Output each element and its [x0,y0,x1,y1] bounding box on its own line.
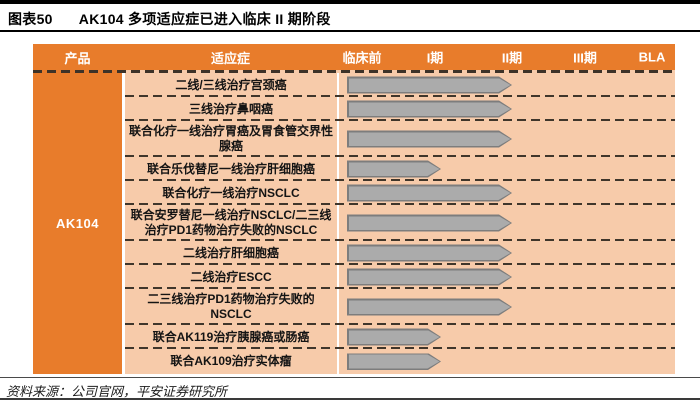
phase-track [339,265,675,289]
indication-label: 联合乐伐替尼一线治疗肝细胞癌 [125,157,339,181]
phase-track [339,241,675,265]
figure-title-text: AK104 多项适应症已进入临床 II 期阶段 [78,11,331,27]
table-row: 联合AK119治疗胰腺癌或肠癌 [125,325,675,349]
phase-progress-arrow [347,101,512,118]
arrow-fill [349,78,511,92]
indication-label: 三线治疗鼻咽癌 [125,97,339,121]
indication-label: 联合AK119治疗胰腺癌或肠癌 [125,325,339,349]
indication-label: 联合化疗一线治疗NSCLC [125,181,339,205]
table-row: 联合AK109治疗实体瘤 [125,349,675,374]
column-header-phase2: II期 [501,50,523,66]
pipeline-table: 产品 适应症 临床前 I期 II期 III期 BLA AK104 二线/三线治疗… [33,44,675,374]
table-body: AK104 二线/三线治疗宫颈癌 三线治疗鼻咽癌 联合化疗一线治疗胃癌及胃食管交… [33,73,675,374]
phase-progress-arrow [347,77,512,94]
column-header-product: 产品 [64,50,91,66]
indication-label: 二线治疗肝细胞癌 [125,241,339,265]
top-divider [0,0,700,4]
phase-progress-arrow [347,353,441,370]
phase-track [339,205,675,241]
phase-progress-arrow [347,161,441,178]
indication-label: 二线治疗ESCC [125,265,339,289]
figure-title: 图表50 AK104 多项适应症已进入临床 II 期阶段 [8,9,331,29]
header-dashed-divider [33,70,675,73]
table-header-row: 产品 适应症 临床前 I期 II期 III期 BLA [33,44,675,70]
indication-label: 二三线治疗PD1药物治疗失败的NSCLC [125,289,339,325]
arrow-fill [349,186,511,200]
phase-track [339,121,675,157]
column-header-indication: 适应症 [210,50,250,66]
arrow-fill [349,246,511,260]
phase-progress-arrow [347,299,512,316]
title-divider [0,30,700,32]
arrow-fill [349,102,511,116]
column-header-bla: BLA [638,49,666,65]
phase-progress-arrow [347,329,441,346]
arrow-fill [349,330,440,344]
phase-progress-arrow [347,245,512,262]
phase-progress-arrow [347,185,512,202]
phase-progress-arrow [347,131,512,148]
table-row: 二线治疗ESCC [125,265,675,289]
phase-track [339,289,675,325]
pipeline-rows: 二线/三线治疗宫颈癌 三线治疗鼻咽癌 联合化疗一线治疗胃癌及胃食管交界性腺癌 [122,73,675,374]
column-header-phase1: I期 [426,50,444,66]
figure-number: 图表50 [8,11,53,27]
bottom-divider [0,398,700,400]
column-header-preclinical: 临床前 [342,50,382,66]
table-row: 联合化疗一线治疗胃癌及胃食管交界性腺癌 [125,121,675,157]
indication-label: 二线/三线治疗宫颈癌 [125,73,339,97]
arrow-fill [349,132,511,146]
column-header-phase3: III期 [573,50,597,66]
table-row: 联合化疗一线治疗NSCLC [125,181,675,205]
table-row: 联合乐伐替尼一线治疗肝细胞癌 [125,157,675,181]
source-note: 资料来源：公司官网，平安证券研究所 [6,384,228,399]
phase-track [339,181,675,205]
table-row: 二线治疗肝细胞癌 [125,241,675,265]
footer-divider [0,377,700,378]
arrow-fill [349,216,511,230]
arrow-fill [349,300,511,314]
table-row: 二线/三线治疗宫颈癌 [125,73,675,97]
phase-track [339,325,675,349]
phase-track [339,157,675,181]
indication-label: 联合化疗一线治疗胃癌及胃食管交界性腺癌 [125,121,339,157]
phase-header-group: 临床前 I期 II期 III期 BLA [339,44,675,70]
phase-progress-arrow [347,269,512,286]
phase-track [339,97,675,121]
arrow-fill [349,270,511,284]
arrow-fill [349,355,440,369]
phase-track [339,349,675,374]
arrow-fill [349,162,440,176]
table-row: 三线治疗鼻咽癌 [125,97,675,121]
phase-progress-arrow [347,215,512,232]
table-row: 二三线治疗PD1药物治疗失败的NSCLC [125,289,675,325]
indication-label: 联合AK109治疗实体瘤 [125,349,339,374]
indication-label: 联合安罗替尼一线治疗NSCLC/二三线治疗PD1药物治疗失败的NSCLC [125,205,339,241]
phase-track [339,73,675,97]
table-row: 联合安罗替尼一线治疗NSCLC/二三线治疗PD1药物治疗失败的NSCLC [125,205,675,241]
product-cell: AK104 [33,73,122,374]
